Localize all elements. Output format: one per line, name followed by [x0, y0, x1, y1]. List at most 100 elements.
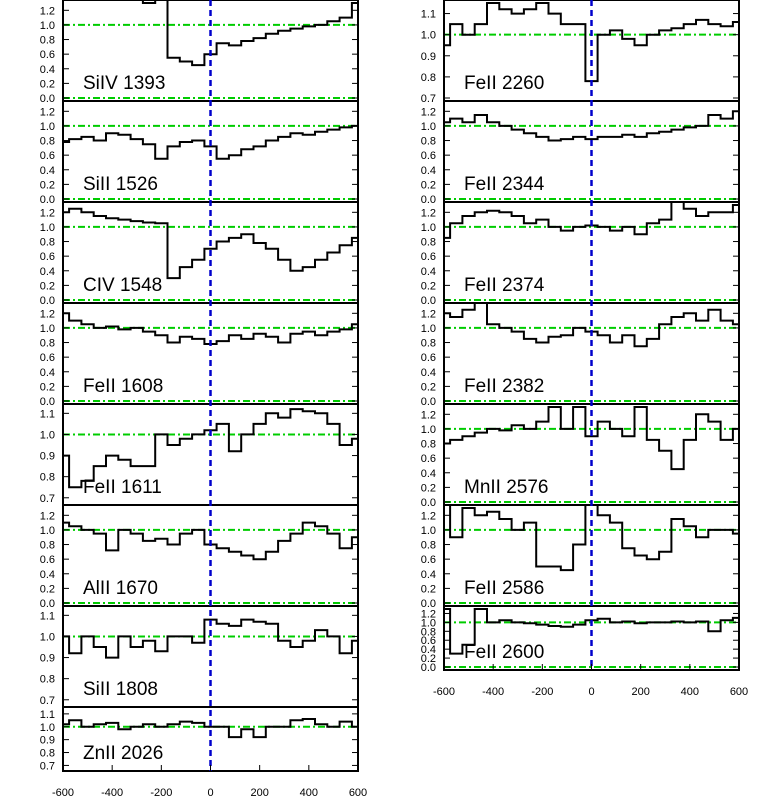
y-tick-label: 0.0: [40, 396, 55, 408]
x-tick-label: -200: [150, 787, 172, 799]
y-tick-label: 0.7: [421, 93, 436, 105]
y-tick-label: 0.4: [40, 165, 55, 177]
y-tick-label: 0.6: [40, 352, 55, 364]
y-tick-label: 0.6: [421, 453, 436, 465]
y-tick-label: 0.8: [421, 136, 436, 148]
y-tick-label: 0.8: [40, 540, 55, 552]
panel-label: FeII 2374: [464, 275, 545, 296]
y-tick-label: 0.4: [421, 165, 436, 177]
y-tick-label: 1.0: [421, 222, 436, 234]
y-tick-label: 0.0: [40, 93, 55, 105]
y-tick-label: 0.8: [421, 626, 436, 638]
y-tick-label: 0.9: [40, 451, 55, 463]
y-tick-label: 1.2: [421, 106, 436, 118]
y-tick-label: 0.0: [421, 598, 436, 610]
spectrum-line-znii-2026: [63, 718, 358, 739]
y-tick-label: 1.2: [40, 5, 55, 17]
y-tick-label: 0.9: [40, 653, 55, 665]
panel-label: FeII 2586: [464, 578, 544, 599]
y-tick-label: 1.1: [40, 709, 55, 721]
x-tick-label: 200: [631, 686, 649, 698]
y-tick-label: 0.6: [40, 554, 55, 566]
y-tick-label: 0.2: [40, 280, 55, 292]
x-tick-label: -600: [433, 686, 455, 698]
y-tick-label: 1.2: [421, 207, 436, 219]
y-tick-label: 1.2: [421, 510, 436, 522]
y-tick-label: 0.0: [421, 396, 436, 408]
y-tick-label: 1.0: [421, 30, 436, 42]
y-tick-label: 0.4: [421, 644, 436, 656]
y-tick-label: 0.4: [40, 367, 55, 379]
y-tick-label: 0.4: [421, 266, 436, 278]
y-tick-label: 0.8: [40, 35, 55, 47]
x-tick-label: 0: [588, 686, 594, 698]
panel-label: SiII 1808: [83, 679, 158, 700]
x-tick-label: 200: [250, 787, 268, 799]
y-tick-label: 1.2: [421, 409, 436, 421]
y-tick-label: 1.0: [40, 121, 55, 133]
y-tick-label: 0.2: [40, 78, 55, 90]
panel-label: FeII 1608: [83, 376, 163, 397]
y-tick-label: 0.8: [40, 472, 55, 484]
y-tick-label: 0.2: [40, 179, 55, 191]
y-tick-label: 1.2: [40, 510, 55, 522]
x-tick-label: -400: [101, 787, 123, 799]
y-tick-label: 0.6: [421, 251, 436, 263]
y-tick-label: 0.8: [40, 136, 55, 148]
y-tick-label: 0.8: [40, 338, 55, 350]
y-tick-label: 1.0: [421, 617, 436, 629]
x-tick-label: 0: [207, 787, 213, 799]
y-tick-label: 0.8: [421, 540, 436, 552]
y-tick-label: 1.1: [40, 610, 55, 622]
y-tick-label: 1.0: [421, 424, 436, 436]
y-tick-label: 0.4: [421, 468, 436, 480]
spectrum-line-feii-2260: [444, 2, 739, 83]
y-tick-label: 0.7: [40, 695, 55, 707]
y-tick-label: 0.8: [421, 72, 436, 84]
y-tick-label: 0.0: [40, 194, 55, 206]
y-tick-label: 0.0: [40, 598, 55, 610]
panel-label: FeII 1611: [83, 477, 162, 498]
x-tick-label: -400: [482, 686, 504, 698]
y-tick-label: 0.4: [40, 64, 55, 76]
y-tick-label: 0.2: [40, 583, 55, 595]
y-tick-label: 1.2: [40, 106, 55, 118]
y-tick-label: 1.0: [421, 525, 436, 537]
panel-label: FeII 2344: [464, 174, 545, 195]
y-tick-label: 0.8: [40, 237, 55, 249]
y-tick-label: 0.6: [40, 49, 55, 61]
y-tick-label: 0.7: [40, 760, 55, 772]
y-tick-label: 0.6: [421, 150, 436, 162]
y-tick-label: 0.2: [421, 653, 436, 665]
y-tick-label: 1.0: [421, 121, 436, 133]
y-tick-label: 0.2: [421, 381, 436, 393]
y-tick-label: 0.8: [40, 748, 55, 760]
x-tick-label: 400: [300, 787, 318, 799]
y-tick-label: 0.2: [421, 179, 436, 191]
x-tick-label: 600: [349, 787, 367, 799]
y-tick-label: 0.4: [40, 569, 55, 581]
y-tick-label: 0.0: [421, 194, 436, 206]
y-tick-label: 0.0: [421, 497, 436, 509]
y-tick-label: 0.0: [421, 662, 436, 674]
y-tick-label: 0.2: [421, 280, 436, 292]
y-tick-label: 0.2: [421, 482, 436, 494]
y-tick-label: 0.9: [40, 735, 55, 747]
y-tick-label: 0.7: [40, 493, 55, 505]
y-tick-label: 1.2: [421, 308, 436, 320]
x-tick-label: 400: [681, 686, 699, 698]
panel-label: SiII 1526: [83, 174, 158, 195]
y-tick-label: 0.9: [421, 51, 436, 63]
y-tick-label: 0.8: [421, 338, 436, 350]
spectrum-line-siii-1526: [63, 124, 358, 160]
panel-label: FeII 2382: [464, 376, 544, 397]
spectrum-line-feii-2600: [444, 608, 739, 655]
y-tick-label: 1.0: [40, 631, 55, 643]
y-tick-label: 1.0: [40, 429, 55, 441]
y-tick-label: 0.8: [40, 674, 55, 686]
y-tick-label: 0.4: [421, 367, 436, 379]
x-tick-label: 600: [730, 686, 748, 698]
spectrum-line-feii-2374: [444, 201, 739, 239]
y-tick-label: 0.6: [421, 554, 436, 566]
panel-label: CIV 1548: [83, 275, 162, 296]
